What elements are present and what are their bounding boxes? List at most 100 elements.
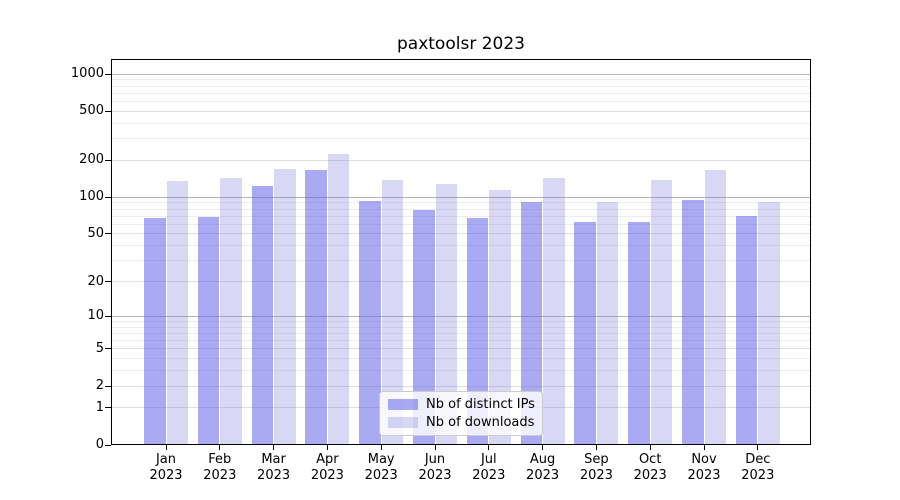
- legend-label-distinct-ips: Nb of distinct IPs: [426, 397, 535, 412]
- x-tick-year: 2023: [364, 468, 398, 483]
- gridline-5: [112, 348, 810, 350]
- bar-ips-aug: [520, 202, 543, 444]
- gridline-minor: [112, 326, 810, 328]
- x-tick-label-jun: Jun 2023: [407, 452, 463, 484]
- y-tick-label-10: 10: [87, 308, 104, 324]
- x-tick-month: Aug: [529, 452, 556, 467]
- x-tick-mark-aug: [542, 445, 544, 450]
- gridline-500: [112, 110, 810, 112]
- gridline-minor: [112, 202, 810, 204]
- x-tick-year: 2023: [741, 468, 775, 483]
- gridline-minor: [112, 332, 810, 334]
- gridline-10: [112, 315, 810, 317]
- x-tick-year: 2023: [526, 468, 560, 483]
- x-tick-mark-jan: [165, 445, 167, 450]
- gridline-20: [112, 281, 810, 283]
- gridline-50: [112, 233, 810, 235]
- gridline-1000: [112, 73, 810, 75]
- gridline-minor: [112, 138, 810, 140]
- y-tick-mark-200: [105, 159, 111, 161]
- gridline-100: [112, 196, 810, 198]
- x-tick-mark-dec: [757, 445, 759, 450]
- x-tick-mark-apr: [326, 445, 328, 450]
- legend-label-downloads: Nb of downloads: [426, 415, 535, 430]
- x-tick-year: 2023: [310, 468, 344, 483]
- bar-downloads-jun: [435, 183, 457, 444]
- x-tick-year: 2023: [579, 468, 613, 483]
- y-tick-mark-500: [105, 110, 111, 112]
- x-tick-year: 2023: [149, 468, 183, 483]
- bar-downloads-may: [381, 179, 404, 444]
- x-tick-mark-may: [380, 445, 382, 450]
- gridline-minor: [112, 340, 810, 342]
- x-tick-year: 2023: [633, 468, 667, 483]
- x-tick-label-mar: Mar 2023: [246, 452, 302, 484]
- x-tick-mark-mar: [273, 445, 275, 450]
- x-tick-month: Jul: [480, 452, 497, 467]
- y-tick-label-500: 500: [79, 103, 104, 119]
- gridline-minor: [112, 223, 810, 225]
- x-tick-year: 2023: [257, 468, 291, 483]
- bar-downloads-feb: [220, 177, 242, 444]
- gridline-minor: [112, 92, 810, 94]
- x-tick-year: 2023: [472, 468, 506, 483]
- plot-area: [111, 59, 811, 445]
- x-tick-label-jul: Jul 2023: [461, 452, 517, 484]
- y-tick-label-1000: 1000: [70, 66, 104, 82]
- bar-downloads-mar: [274, 168, 296, 444]
- gridline-minor: [112, 320, 810, 322]
- bar-ips-may: [359, 200, 381, 444]
- y-tick-label-200: 200: [79, 152, 104, 168]
- legend: Nb of distinct IPs Nb of downloads: [379, 391, 543, 436]
- x-tick-month: Dec: [745, 452, 771, 467]
- y-tick-label-5: 5: [95, 340, 104, 356]
- x-tick-label-aug: Aug 2023: [515, 452, 571, 484]
- bar-ips-apr: [305, 170, 327, 444]
- bar-downloads-dec: [758, 201, 780, 444]
- y-tick-mark-2: [105, 385, 111, 387]
- gridline-minor: [112, 260, 810, 262]
- gridline-minor: [112, 208, 810, 210]
- bar-ips-mar: [251, 186, 274, 444]
- bar-ips-jun: [413, 210, 435, 444]
- bar-ips-feb: [197, 216, 220, 444]
- y-tick-mark-20: [105, 281, 111, 283]
- x-tick-mark-oct: [649, 445, 651, 450]
- legend-item-distinct-ips: Nb of distinct IPs: [388, 397, 535, 412]
- x-tick-month: Jun: [424, 452, 446, 467]
- x-tick-month: Apr: [316, 452, 339, 467]
- x-tick-label-sep: Sep 2023: [568, 452, 624, 484]
- x-tick-mark-jun: [434, 445, 436, 450]
- x-tick-label-nov: Nov 2023: [676, 452, 732, 484]
- x-tick-mark-nov: [703, 445, 705, 450]
- x-tick-month: Oct: [638, 452, 662, 467]
- y-tick-label-50: 50: [87, 225, 104, 241]
- y-tick-label-2: 2: [95, 378, 104, 394]
- gridline-minor: [112, 85, 810, 87]
- x-tick-year: 2023: [203, 468, 237, 483]
- gridline-200: [112, 159, 810, 161]
- x-tick-mark-sep: [595, 445, 597, 450]
- x-tick-label-jan: Jan 2023: [138, 452, 194, 484]
- x-tick-month: Jan: [155, 452, 177, 467]
- bar-ips-jan: [144, 218, 166, 444]
- x-tick-year: 2023: [687, 468, 721, 483]
- x-tick-label-oct: Oct 2023: [622, 452, 678, 484]
- x-tick-month: Nov: [691, 452, 717, 467]
- y-tick-mark-5: [105, 348, 111, 350]
- x-tick-year: 2023: [418, 468, 452, 483]
- gridline-minor: [112, 100, 810, 102]
- bar-downloads-nov: [704, 170, 726, 444]
- bar-downloads-aug: [543, 178, 565, 444]
- bar-downloads-jan: [166, 181, 188, 444]
- bar-ips-dec: [735, 215, 758, 444]
- x-tick-mark-jul: [488, 445, 490, 450]
- bar-downloads-oct: [650, 179, 673, 444]
- y-tick-mark-0: [105, 444, 111, 446]
- y-tick-mark-10: [105, 315, 111, 317]
- x-tick-label-may: May 2023: [353, 452, 409, 484]
- y-tick-label-20: 20: [87, 273, 104, 289]
- x-tick-month: Feb: [208, 452, 232, 467]
- bar-ips-nov: [682, 200, 704, 444]
